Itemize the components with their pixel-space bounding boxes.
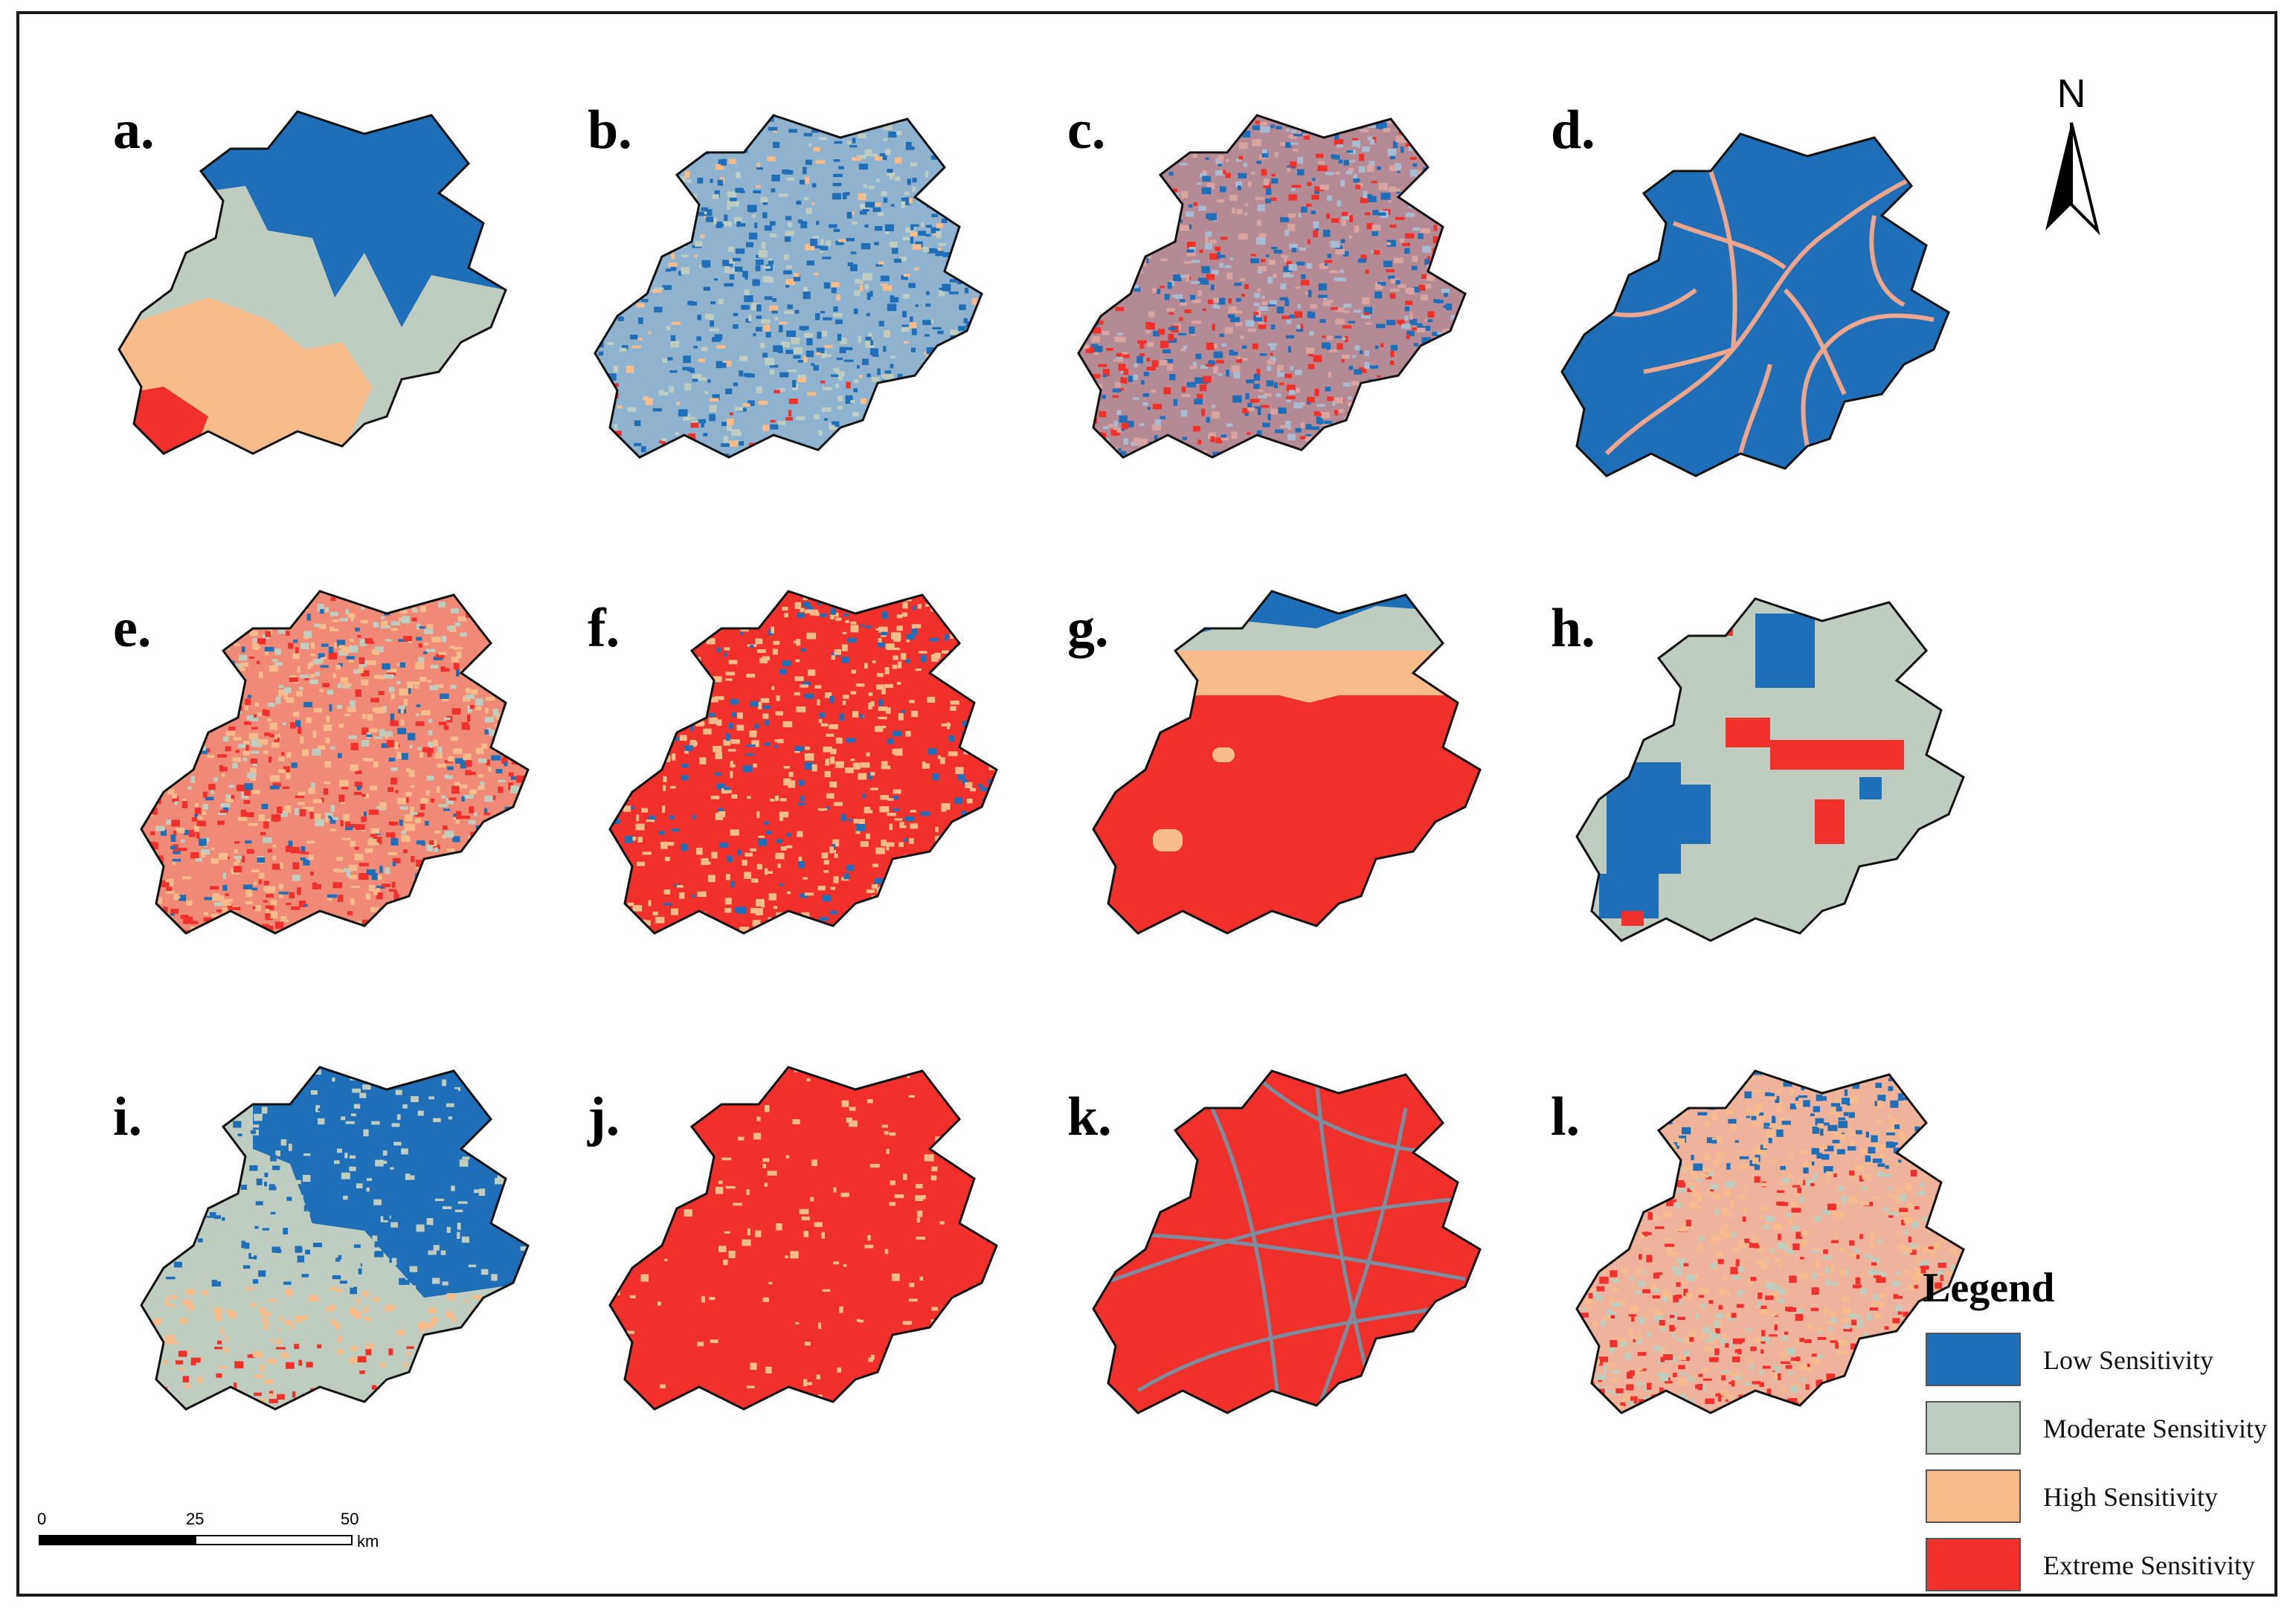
map-panel-k [1086,1056,1488,1420]
legend-title: Legend [1923,1265,2055,1311]
map-panel-l [1569,1056,1971,1420]
north-arrow-letter: N [2057,71,2086,116]
map-panel-b [588,100,989,465]
district-map-j [608,1066,998,1411]
panel-label-j: j. [588,1086,620,1147]
panel-label-e: e. [113,598,152,659]
map-panel-g [1086,576,1488,941]
district-map-h [1575,597,1965,942]
map-panel-h [1569,584,1971,948]
scale-tick-25: 25 [186,1510,205,1528]
north-arrow-icon [2045,122,2100,236]
district-map-c [1077,114,1467,459]
district-map-f [608,590,998,935]
district-map-g [1092,590,1482,935]
map-panel-a [112,97,513,461]
legend-label-moderate: Moderate Sensitivity [2043,1414,2267,1443]
legend: Legend Low Sensitivity Moderate Sensitiv… [1923,1264,2280,1591]
scale-bar: 0 25 50 km [30,1510,417,1569]
map-panel-f [602,576,1004,941]
map-frame [16,11,2277,1597]
panel-label-f: f. [588,598,620,659]
legend-label-high: High Sensitivity [2043,1482,2219,1512]
scale-tick-50: 50 [341,1510,359,1528]
district-map-l [1575,1069,1965,1414]
legend-label-low: Low Sensitivity [2043,1345,2214,1375]
district-map-b [594,114,983,459]
panel-label-d: d. [1551,100,1595,161]
panel-label-l: l. [1551,1086,1580,1147]
scale-bar-graphic [39,1535,353,1545]
panel-label-b: b. [588,100,632,161]
map-panel-c [1071,100,1473,465]
panel-label-h: h. [1551,598,1595,659]
district-map-k [1092,1069,1482,1414]
panel-label-g: g. [1067,598,1109,659]
map-panel-e [134,576,536,941]
district-map-d [1560,132,1950,477]
district-map-a [118,110,507,455]
legend-swatch-extreme [1926,1538,2021,1591]
panel-label-c: c. [1067,100,1106,161]
legend-swatch-high [1926,1469,2021,1523]
north-arrow: N [2030,71,2112,242]
district-map-e [140,590,530,935]
legend-swatch-moderate [1926,1401,2021,1455]
district-map-i [140,1066,530,1411]
map-panel-i [134,1052,536,1417]
scale-tick-0: 0 [37,1510,47,1528]
panel-label-k: k. [1067,1086,1112,1147]
scale-unit: km [357,1532,379,1551]
legend-label-extreme: Extreme Sensitivity [2043,1551,2255,1580]
legend-swatch-low [1926,1333,2021,1386]
panel-label-i: i. [113,1086,143,1147]
panel-label-a: a. [113,100,155,161]
map-panel-j [602,1052,1004,1417]
map-panel-d [1554,119,1956,483]
